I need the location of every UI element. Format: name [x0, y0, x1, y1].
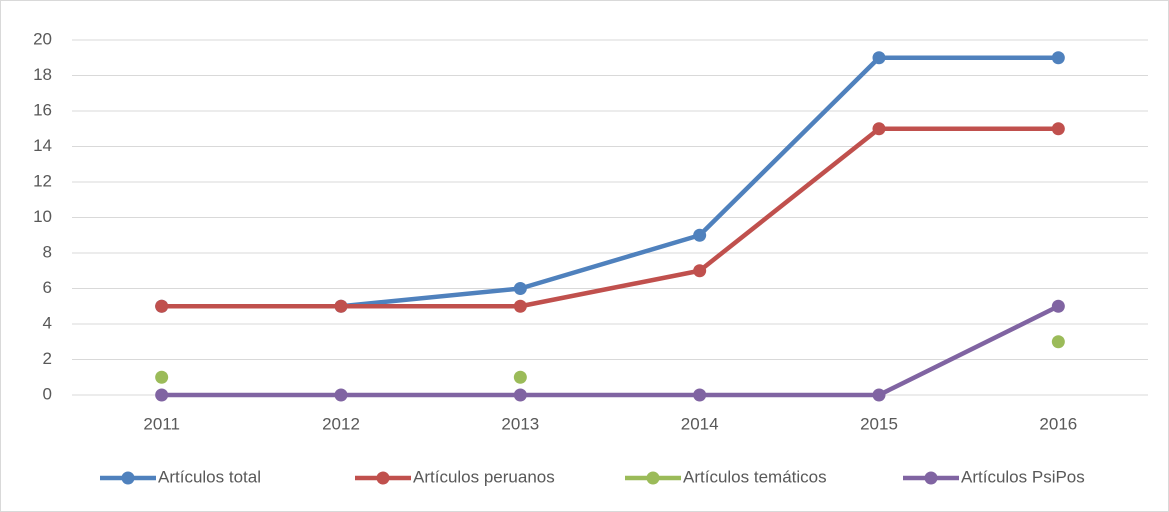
legend-label: Artículos PsiPos: [961, 467, 1085, 486]
data-point: [155, 299, 169, 313]
y-tick-label: 14: [33, 136, 52, 155]
y-tick-label: 10: [33, 207, 52, 226]
y-tick-label: 18: [33, 65, 52, 84]
data-point: [513, 299, 527, 313]
data-point: [513, 370, 527, 384]
legend-marker: [121, 471, 135, 485]
data-point: [693, 264, 707, 278]
y-tick-label: 2: [43, 349, 52, 368]
legend-label: Artículos temáticos: [683, 467, 827, 486]
x-tick-label: 2014: [681, 414, 719, 433]
series-line: [161, 126, 1059, 309]
data-point: [334, 388, 348, 402]
y-tick-label: 6: [43, 278, 52, 297]
data-point: [693, 228, 707, 242]
y-tick-label: 16: [33, 100, 52, 119]
data-point: [1051, 299, 1065, 313]
data-point: [872, 388, 886, 402]
data-point: [155, 388, 169, 402]
legend-label: Artículos peruanos: [413, 467, 555, 486]
y-tick-label: 4: [43, 313, 52, 332]
y-tick-label: 12: [33, 171, 52, 190]
y-tick-label: 8: [43, 242, 52, 261]
data-point: [513, 282, 527, 295]
x-tick-label: 2016: [1039, 414, 1077, 433]
y-tick-label: 20: [33, 29, 52, 48]
legend-marker: [376, 471, 390, 485]
data-point: [334, 299, 348, 313]
legend-marker: [924, 471, 938, 485]
data-point: [1051, 122, 1065, 136]
data-point: [693, 388, 707, 402]
legend-label: Artículos total: [158, 467, 261, 486]
data-point: [1051, 335, 1065, 349]
x-tick-label: 2012: [322, 414, 360, 433]
data-point: [872, 122, 886, 136]
data-point: [155, 370, 169, 384]
x-tick-label: 2011: [143, 414, 180, 433]
data-point: [1051, 51, 1065, 65]
data-point: [513, 388, 527, 402]
series-line: [161, 304, 1060, 398]
legend-marker: [646, 471, 660, 485]
y-tick-label: 0: [43, 384, 52, 403]
x-tick-label: 2013: [501, 414, 539, 433]
data-point: [872, 51, 886, 65]
x-tick-label: 2015: [860, 414, 898, 433]
